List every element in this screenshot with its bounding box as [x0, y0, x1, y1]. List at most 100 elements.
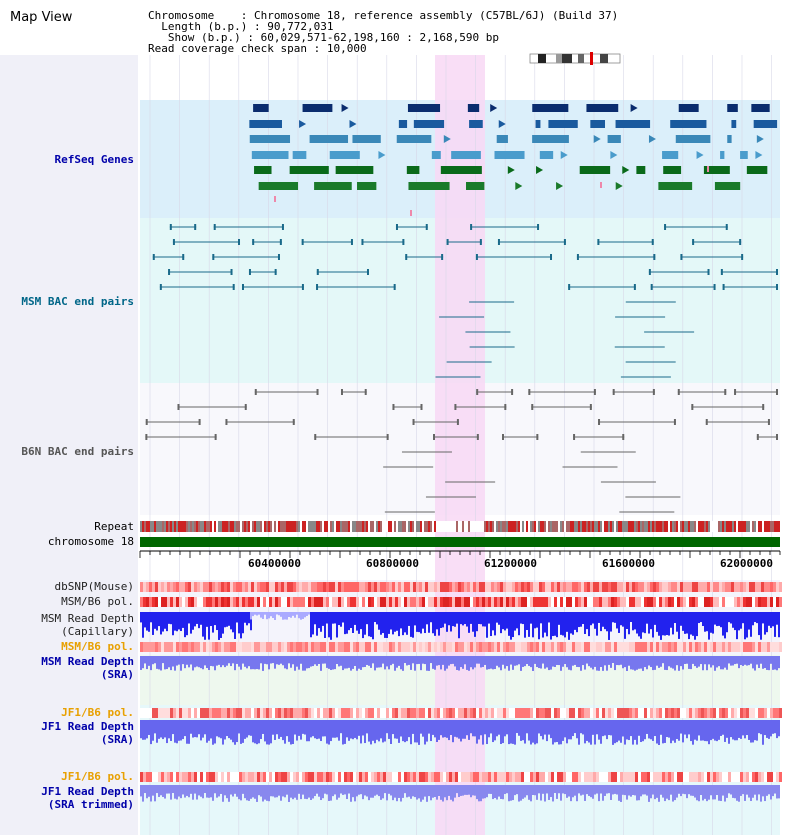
- msm-capillary-depth-bar: [514, 612, 516, 631]
- msm-capillary-depth-bar: [456, 612, 458, 624]
- msm-sra-depth-bar: [570, 656, 572, 671]
- jf1-trimmed-depth-bar: [376, 785, 378, 795]
- jf1-sra-depth-bar: [268, 720, 270, 745]
- heat-cell: [560, 772, 563, 782]
- jf1-sra-depth-bar: [400, 720, 402, 737]
- heat-cell: [737, 582, 740, 592]
- repeat-cell: [444, 521, 446, 532]
- heat-cell: [188, 582, 191, 592]
- repeat-cell: [374, 521, 376, 532]
- msm-sra-depth-bar: [394, 656, 396, 671]
- repeat-cell: [314, 521, 316, 532]
- jf1-sra-depth-bar: [760, 720, 762, 735]
- msm-sra-depth-bar: [424, 656, 426, 665]
- heat-cell: [581, 582, 584, 592]
- gene-block: [254, 166, 272, 174]
- repeat-cell: [160, 521, 162, 532]
- msm-sra-depth-bar: [572, 656, 574, 666]
- repeat-cell: [760, 521, 762, 532]
- repeat-cell: [768, 521, 770, 532]
- heat-cell: [296, 597, 299, 607]
- heat-cell: [209, 772, 212, 782]
- repeat-cell: [544, 521, 546, 532]
- heat-cell: [578, 708, 581, 718]
- jf1-trimmed-depth-bar: [778, 785, 780, 799]
- jf1-sra-depth-bar: [252, 720, 254, 743]
- heat-cell: [161, 582, 164, 592]
- heat-cell: [506, 582, 509, 592]
- jf1-trimmed-depth-bar: [582, 785, 584, 795]
- jf1-sra-depth-bar: [236, 720, 238, 743]
- msm-capillary-depth-bar: [482, 612, 484, 627]
- msm-sra-depth-bar: [578, 656, 580, 668]
- repeat-cell: [192, 521, 194, 532]
- msm-bac-pair-end: [537, 224, 540, 230]
- jf1-sra-depth-bar: [426, 720, 428, 742]
- repeat-cell: [778, 521, 780, 532]
- msm-capillary-depth-bar: [464, 612, 466, 625]
- jf1-trimmed-depth-bar: [748, 785, 750, 798]
- msm-bac-pair-end: [739, 239, 742, 245]
- heat-cell: [176, 597, 179, 607]
- heat-cell: [410, 708, 413, 718]
- heat-cell: [605, 708, 608, 718]
- heat-cell: [236, 597, 239, 607]
- heat-cell: [530, 642, 533, 652]
- jf1-sra-depth-bar: [412, 720, 414, 734]
- msm-sra-depth-bar: [642, 656, 644, 671]
- heat-cell: [575, 772, 578, 782]
- heat-cell: [725, 582, 728, 592]
- repeat-cell: [484, 521, 486, 532]
- msm-capillary-depth-bar: [246, 612, 248, 626]
- heat-cell: [281, 597, 284, 607]
- jf1-sra-depth-bar: [574, 720, 576, 734]
- jf1-sra-depth-bar: [380, 720, 382, 739]
- jf1-sra-depth-bar: [612, 720, 614, 745]
- repeat-cell: [718, 521, 720, 532]
- msm-capillary-depth-bar: [310, 612, 312, 638]
- heat-cell: [419, 772, 422, 782]
- repeat-cell: [622, 521, 624, 532]
- jf1-trimmed-depth-bar: [700, 785, 702, 796]
- jf1-trimmed-depth-bar: [268, 785, 270, 802]
- heat-cell: [302, 772, 305, 782]
- heat-cell: [272, 642, 275, 652]
- repeat-cell: [774, 521, 776, 532]
- msm-sra-depth-bar: [254, 656, 256, 670]
- msm-capillary-depth-bar: [244, 612, 246, 623]
- heat-cell: [581, 772, 584, 782]
- jf1-trimmed-depth-bar: [612, 785, 614, 795]
- heat-cell: [251, 582, 254, 592]
- heat-cell: [416, 582, 419, 592]
- jf1-sra-depth-bar: [768, 720, 770, 739]
- jf1-sra-depth-bar: [190, 720, 192, 734]
- heat-cell: [635, 642, 638, 652]
- jf1-sra-depth-bar: [588, 720, 590, 743]
- msm-sra-depth-bar: [712, 656, 714, 666]
- msm-bac-pair-end: [479, 239, 482, 245]
- jf1-sra-depth-bar: [558, 720, 560, 745]
- jf1-sra-depth-bar: [694, 720, 696, 740]
- heat-cell: [413, 582, 416, 592]
- repeat-cell: [358, 521, 360, 532]
- repeat-cell: [150, 521, 152, 532]
- msm-capillary-depth-bar: [354, 612, 356, 625]
- repeat-cell: [186, 521, 188, 532]
- heat-cell: [173, 597, 176, 607]
- msm-sra-depth-bar: [654, 656, 656, 670]
- jf1-trimmed-depth-bar: [648, 785, 650, 802]
- heat-cell: [710, 642, 713, 652]
- jf1-sra-depth-bar: [198, 720, 200, 735]
- gene-arrow: [610, 151, 618, 159]
- heat-cell: [512, 772, 515, 782]
- heat-cell: [467, 642, 470, 652]
- heat-cell: [695, 708, 698, 718]
- jf1-trimmed-depth-bar: [496, 785, 498, 800]
- msm-bac-pair-end: [692, 239, 695, 245]
- heat-cell: [470, 642, 473, 652]
- msm-capillary-depth-bar: [248, 612, 250, 624]
- show-value: 60,029,571-62,198,160 : 2,168,590 bp: [260, 31, 500, 44]
- repeat-cell: [422, 521, 424, 532]
- gene-block: [751, 104, 770, 112]
